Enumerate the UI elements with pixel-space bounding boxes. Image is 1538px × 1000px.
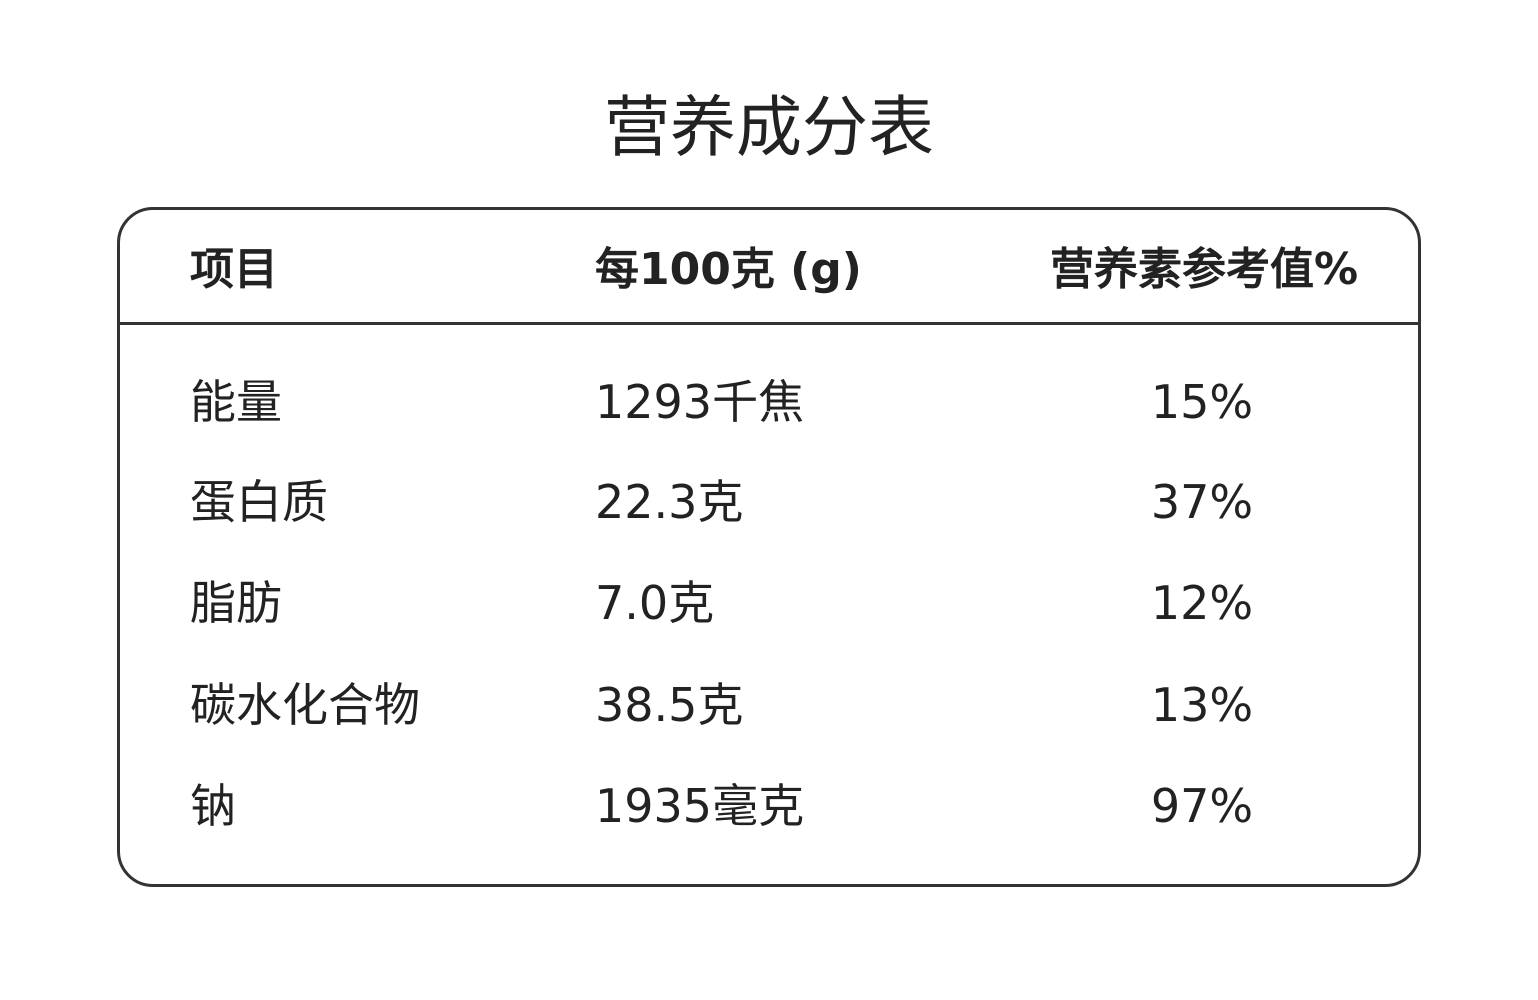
- header-per-100g: 每100克 (g): [595, 244, 862, 295]
- header-divider: [119, 322, 1419, 325]
- row-item: 钠: [190, 779, 236, 833]
- row-nrv: 12%: [1150, 576, 1254, 630]
- row-nrv: 97%: [1150, 779, 1254, 833]
- row-amount: 22.3克: [595, 475, 744, 529]
- row-nrv: 37%: [1150, 475, 1254, 529]
- row-item: 蛋白质: [190, 475, 328, 529]
- row-amount: 1935毫克: [595, 779, 805, 833]
- row-amount: 1293千焦: [595, 375, 805, 429]
- row-item: 脂肪: [190, 576, 282, 630]
- header-nrv: 营养素参考值%: [1050, 244, 1359, 295]
- row-amount: 7.0克: [595, 576, 715, 630]
- table-title: 营养成分表: [604, 89, 934, 166]
- row-amount: 38.5克: [595, 678, 744, 732]
- row-nrv: 15%: [1150, 375, 1254, 429]
- row-nrv: 13%: [1150, 678, 1254, 732]
- row-item: 能量: [190, 375, 282, 429]
- nutrition-table-frame: [117, 207, 1421, 887]
- row-item: 碳水化合物: [190, 678, 420, 732]
- header-item: 项目: [190, 244, 278, 295]
